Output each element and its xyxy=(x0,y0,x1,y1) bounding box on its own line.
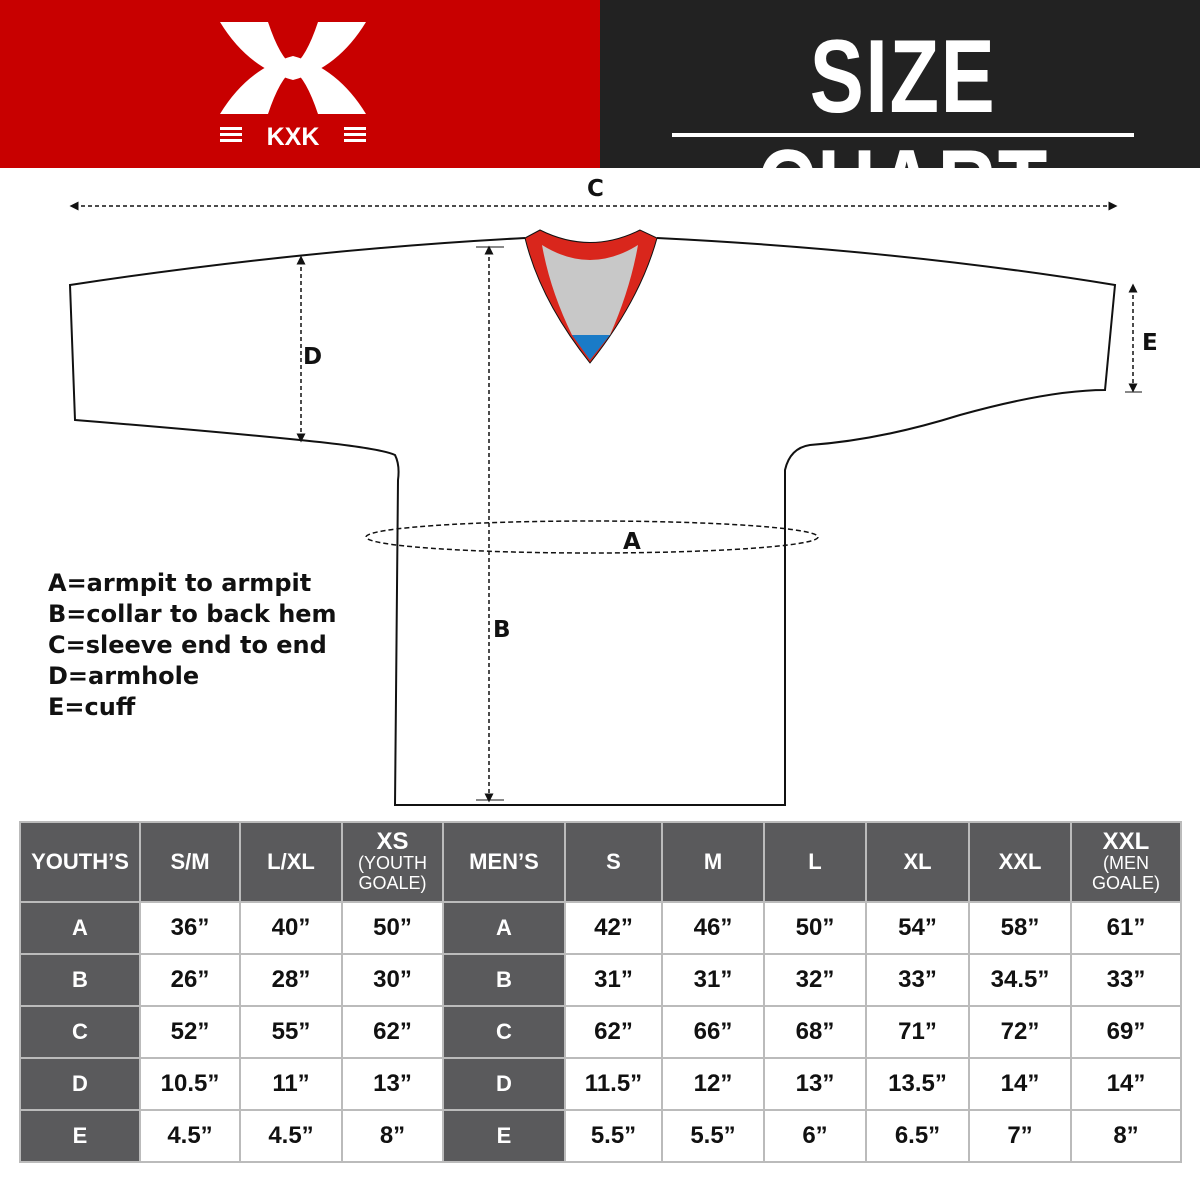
size-header-sub2: GOALE) xyxy=(358,873,427,893)
table-cell: 54” xyxy=(865,901,970,955)
table-cell: 30” xyxy=(341,953,444,1007)
table-cell: 50” xyxy=(763,901,867,955)
row-key: A xyxy=(442,901,566,955)
label-a: A xyxy=(623,529,641,555)
table-cell: 5.5” xyxy=(564,1109,663,1163)
table-cell: 6.5” xyxy=(865,1109,970,1163)
label-e: E xyxy=(1142,330,1158,356)
table-cell: 31” xyxy=(564,953,663,1007)
size-header-sub2: GOALE) xyxy=(1091,873,1161,893)
logo-text: KXK xyxy=(267,123,320,148)
header-title-panel xyxy=(600,0,1200,168)
legend-item: A=armpit to armpit xyxy=(48,569,312,597)
size-header-sub1: (YOUTH xyxy=(358,853,427,873)
table-row: B 26” 28” 30” B 31” 31” 32” 33” 34.5” 33” xyxy=(19,953,1182,1007)
table-cell: 11” xyxy=(239,1057,343,1111)
legend-item: E=cuff xyxy=(48,693,136,721)
title-underline xyxy=(672,133,1134,137)
row-key: E xyxy=(19,1109,141,1163)
row-key: A xyxy=(19,901,141,955)
row-key: B xyxy=(442,953,566,1007)
table-cell: 36” xyxy=(139,901,241,955)
page-title: SIZE CHART xyxy=(757,19,1049,245)
measurement-legend: A=armpit to armpit B=collar to back hem … xyxy=(48,568,337,723)
table-cell: 42” xyxy=(564,901,663,955)
label-b: B xyxy=(493,617,511,643)
table-cell: 40” xyxy=(239,901,343,955)
table-cell: 13” xyxy=(763,1057,867,1111)
size-header: XXL (MEN GOALE) xyxy=(1070,821,1182,903)
size-table: YOUTH’S S/M L/XL XS (YOUTH GOALE) MEN’S S M L XL XX… xyxy=(19,821,1182,1163)
table-cell: 31” xyxy=(661,953,765,1007)
size-header: XL xyxy=(865,821,970,903)
size-header: S/M xyxy=(139,821,241,903)
size-header-main: XS xyxy=(376,828,409,855)
table-cell: 34.5” xyxy=(968,953,1072,1007)
row-key: C xyxy=(442,1005,566,1059)
label-d: D xyxy=(303,344,323,370)
table-cell: 46” xyxy=(661,901,765,955)
row-key: D xyxy=(442,1057,566,1111)
youth-header: YOUTH’S xyxy=(19,821,141,903)
row-key: C xyxy=(19,1005,141,1059)
table-cell: 66” xyxy=(661,1005,765,1059)
table-cell: 62” xyxy=(341,1005,444,1059)
table-cell: 11.5” xyxy=(564,1057,663,1111)
legend-item: C=sleeve end to end xyxy=(48,631,327,659)
men-header: MEN’S xyxy=(442,821,566,903)
table-cell: 33” xyxy=(1070,953,1182,1007)
table-row: C 52” 55” 62” C 62” 66” 68” 71” 72” 69” xyxy=(19,1005,1182,1059)
size-header-main: XXL xyxy=(1102,828,1150,855)
table-cell: 26” xyxy=(139,953,241,1007)
table-cell: 71” xyxy=(865,1005,970,1059)
table-cell: 14” xyxy=(1070,1057,1182,1111)
size-header: S xyxy=(564,821,663,903)
size-header: L/XL xyxy=(239,821,343,903)
kxk-logo: KXK xyxy=(220,22,366,148)
row-key: E xyxy=(442,1109,566,1163)
table-cell: 68” xyxy=(763,1005,867,1059)
table-cell: 33” xyxy=(865,953,970,1007)
table-cell: 28” xyxy=(239,953,343,1007)
legend-item: D=armhole xyxy=(48,662,200,690)
table-cell: 52” xyxy=(139,1005,241,1059)
table-cell: 4.5” xyxy=(139,1109,241,1163)
table-cell: 55” xyxy=(239,1005,343,1059)
table-cell: 5.5” xyxy=(661,1109,765,1163)
size-header: XS (YOUTH GOALE) xyxy=(341,821,444,903)
table-cell: 72” xyxy=(968,1005,1072,1059)
table-row: A 36” 40” 50” A 42” 46” 50” 54” 58” 61” xyxy=(19,901,1182,955)
table-cell: 8” xyxy=(341,1109,444,1163)
table-cell: 10.5” xyxy=(139,1057,241,1111)
table-cell: 13” xyxy=(341,1057,444,1111)
table-cell: 14” xyxy=(968,1057,1072,1111)
label-c: C xyxy=(587,176,604,202)
table-cell: 6” xyxy=(763,1109,867,1163)
table-cell: 61” xyxy=(1070,901,1182,955)
row-key: D xyxy=(19,1057,141,1111)
row-key: B xyxy=(19,953,141,1007)
table-cell: 50” xyxy=(341,901,444,955)
table-cell: 32” xyxy=(763,953,867,1007)
table-cell: 7” xyxy=(968,1109,1072,1163)
jersey-diagram xyxy=(68,201,1142,806)
table-row: D 10.5” 11” 13” D 11.5” 12” 13” 13.5” 14” 14” xyxy=(19,1057,1182,1111)
size-header-sub1: (MEN xyxy=(1103,853,1149,873)
table-cell: 62” xyxy=(564,1005,663,1059)
size-header: L xyxy=(763,821,867,903)
table-cell: 4.5” xyxy=(239,1109,343,1163)
table-cell: 69” xyxy=(1070,1005,1182,1059)
table-header-row: YOUTH’S S/M L/XL XS (YOUTH GOALE) MEN’S S M L XL XX… xyxy=(19,821,1182,903)
table-cell: 12” xyxy=(661,1057,765,1111)
table-cell: 13.5” xyxy=(865,1057,970,1111)
table-row: E 4.5” 4.5” 8” E 5.5” 5.5” 6” 6.5” 7” 8” xyxy=(19,1109,1182,1163)
legend-item: B=collar to back hem xyxy=(48,600,337,628)
size-header: XXL xyxy=(968,821,1072,903)
size-header: M xyxy=(661,821,765,903)
table-cell: 58” xyxy=(968,901,1072,955)
table-cell: 8” xyxy=(1070,1109,1182,1163)
